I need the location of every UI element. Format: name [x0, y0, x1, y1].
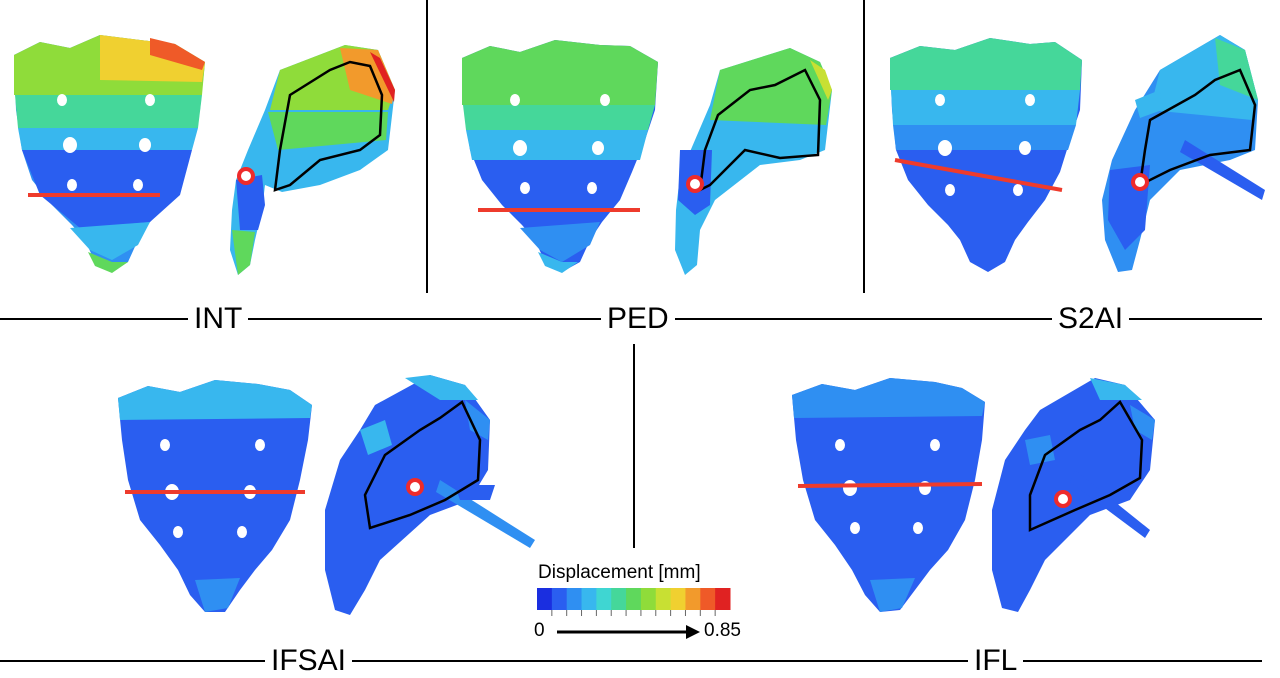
legend-swatch — [655, 588, 672, 610]
outline-ifsai — [363, 400, 482, 530]
panel-label-s2ai: S2AI — [1052, 302, 1130, 336]
legend-max-label: 0.85 — [704, 620, 741, 641]
screw-ifl — [1070, 470, 1150, 538]
legend-swatch — [581, 588, 597, 610]
marker-int — [237, 167, 255, 185]
legend-swatch — [626, 588, 642, 610]
sacrum-front-s2ai — [890, 38, 1082, 272]
sacrum-front-int — [14, 35, 205, 273]
legend-swatch — [566, 588, 583, 610]
panel-label-ped: PED — [601, 302, 675, 336]
sacrum-side-ifl — [992, 378, 1155, 612]
marker-s2ai — [1131, 173, 1149, 191]
sacrum-front-ped — [462, 40, 658, 273]
panel-label-ifsai: IFSAI — [265, 644, 353, 678]
panel-label-ifl: IFL — [968, 644, 1024, 678]
legend-swatch — [700, 588, 716, 610]
marker-ifl — [1054, 490, 1072, 508]
panel-ifl — [792, 378, 1155, 612]
panel-ifsai — [118, 375, 535, 615]
legend-title: Displacement [mm] — [538, 562, 701, 583]
screw-s2ai — [1180, 140, 1265, 200]
screw-line-s2ai — [894, 158, 1063, 192]
legend-colorbar — [537, 588, 731, 616]
sacrum-side-s2ai — [1102, 35, 1265, 272]
marker-ifsai — [406, 478, 424, 496]
panel-ped — [462, 40, 832, 275]
outline-ifl — [1028, 400, 1144, 532]
legend-swatch — [715, 588, 731, 610]
marker-ped — [686, 175, 704, 193]
legend-arrow — [557, 625, 700, 639]
panel-s2ai — [890, 35, 1265, 272]
panel-label-int: INT — [188, 302, 249, 336]
legend-swatch — [611, 588, 627, 610]
screw-line-ifl — [797, 482, 983, 488]
outline-int — [273, 60, 384, 192]
panel-int — [14, 35, 395, 275]
sacrum-side-int — [230, 45, 395, 275]
sacrum-side-ifsai — [325, 375, 535, 615]
legend-swatch — [596, 588, 612, 610]
legend-swatch — [670, 588, 686, 610]
legend-swatch — [640, 588, 657, 610]
legend-swatch — [551, 588, 568, 610]
sacrum-side-ped — [675, 48, 832, 275]
sacrum-front-ifsai — [118, 380, 312, 612]
sacrum-front-ifl — [792, 378, 985, 612]
legend-swatch — [537, 588, 553, 610]
legend-swatch — [685, 588, 701, 610]
legend-min-label: 0 — [534, 620, 545, 641]
